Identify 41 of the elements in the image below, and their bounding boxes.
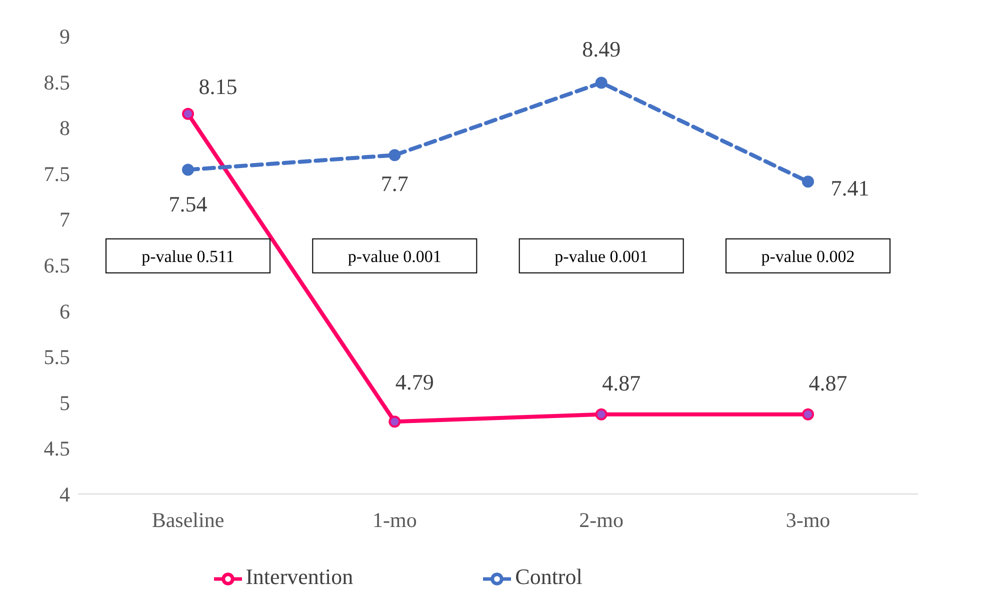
data-label: 8.49 <box>582 36 621 62</box>
point <box>182 164 194 176</box>
x-tick-label: 2-mo <box>579 508 624 532</box>
data-label: 4.87 <box>808 370 848 396</box>
y-tick-label: 5.5 <box>44 345 70 370</box>
text-box: p-value 0.511 <box>106 238 270 274</box>
legend-label: Control <box>515 564 582 590</box>
annotation: p-value 0.511 <box>142 246 234 266</box>
data-label: 4.79 <box>395 370 434 395</box>
x-tick-label: 1-mo <box>372 508 417 532</box>
y-tick-label: 4.5 <box>44 436 70 461</box>
y-tick-label: 6 <box>60 299 70 324</box>
point <box>388 149 401 162</box>
data-label: 8.15 <box>198 74 238 99</box>
x-tick-label: 3-mo <box>786 508 830 532</box>
y-tick-label: 4 <box>60 482 70 506</box>
data-label: 7.54 <box>168 192 208 217</box>
text-box: p-value 0.001 <box>312 238 478 274</box>
point <box>595 408 608 420</box>
y-tick-label: 8 <box>60 116 70 140</box>
point <box>182 108 194 120</box>
point <box>802 408 814 420</box>
annotation: p-value 0.001 <box>348 246 442 266</box>
y-tick-label: 8.5 <box>44 70 70 94</box>
text-box: p-value 0.001 <box>518 238 684 274</box>
point <box>595 76 608 89</box>
data-label: 7.41 <box>830 176 870 201</box>
y-tick-label: 7 <box>60 208 70 232</box>
y-tick-label: 7.5 <box>44 162 70 186</box>
y-tick-label: 6.5 <box>44 253 70 278</box>
annotation: p-value 0.002 <box>761 246 855 266</box>
text-box: p-value 0.002 <box>726 238 890 274</box>
annotation: p-value 0.001 <box>554 246 648 266</box>
data-label: 7.7 <box>380 171 408 196</box>
y-tick-label: 9 <box>60 24 70 48</box>
x-tick-label: Baseline <box>152 508 224 532</box>
data-label: 4.87 <box>602 370 641 396</box>
legend-label: Intervention <box>246 564 354 590</box>
y-tick-label: 5 <box>60 390 70 415</box>
point <box>388 416 401 428</box>
point <box>802 176 814 188</box>
